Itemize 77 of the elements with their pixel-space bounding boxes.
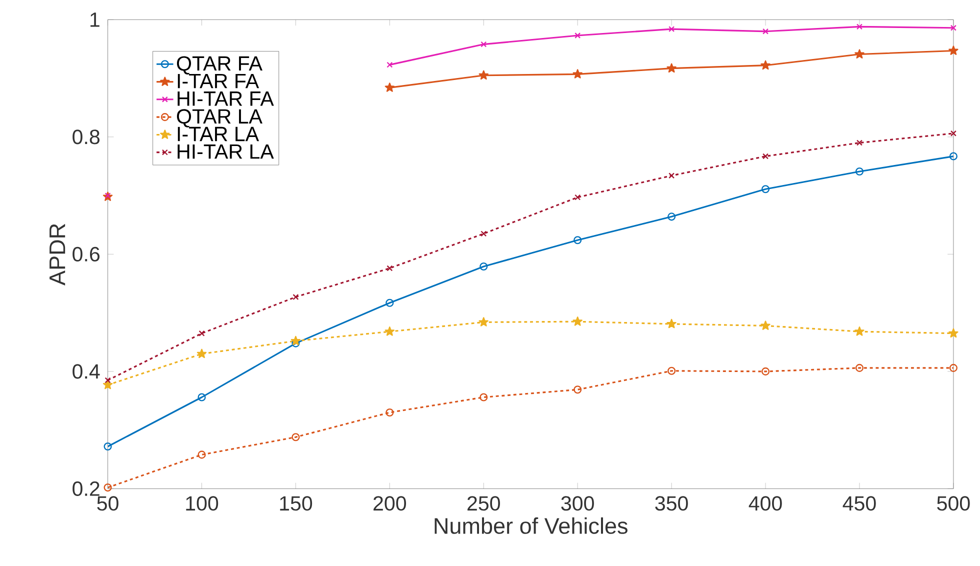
point — [104, 192, 111, 198]
x-tick-label: 350 — [655, 496, 688, 510]
point — [574, 32, 581, 38]
x-tick-label: 300 — [561, 496, 594, 510]
point — [666, 318, 676, 328]
x-tick-label: 250 — [468, 496, 500, 510]
point — [384, 326, 395, 336]
point — [102, 380, 113, 389]
point — [198, 450, 206, 459]
x-tick-label: 100 — [186, 496, 218, 510]
y-tick-label: 0.4 — [72, 364, 100, 379]
x-tick-label: 500 — [937, 496, 970, 510]
point — [480, 262, 488, 270]
point — [572, 316, 582, 326]
point — [290, 336, 301, 345]
point — [198, 330, 205, 336]
point — [761, 367, 770, 376]
point — [668, 26, 675, 32]
point — [854, 326, 864, 336]
point — [574, 194, 581, 200]
point — [478, 316, 488, 326]
point — [855, 167, 864, 176]
x-tick-label: 50 — [97, 496, 118, 510]
point — [760, 60, 770, 70]
point — [761, 184, 770, 193]
legend-label: I-TAR LA — [178, 126, 260, 141]
point — [762, 28, 769, 34]
point — [574, 236, 582, 244]
point — [668, 366, 676, 375]
point — [386, 408, 394, 416]
point — [292, 294, 299, 300]
x-tick-label: 450 — [842, 496, 876, 510]
point — [480, 393, 488, 402]
x-tick-label: 200 — [374, 496, 406, 510]
point — [950, 130, 956, 136]
point — [386, 298, 394, 307]
point — [480, 230, 487, 236]
y-tick-label: 0.8 — [72, 129, 100, 144]
x-tick-label: 400 — [748, 496, 782, 510]
legend-label: HI-TAR LA — [178, 144, 274, 158]
point — [104, 483, 112, 492]
point — [762, 153, 769, 160]
point — [104, 377, 111, 384]
point — [948, 45, 958, 55]
point — [948, 328, 958, 338]
legend-label: QTAR FA — [176, 56, 262, 74]
legend-label: I-TAR FA — [178, 74, 260, 88]
point — [292, 432, 300, 441]
y-tick-label: 0.2 — [72, 481, 100, 496]
point — [572, 68, 582, 78]
point — [196, 348, 207, 358]
point — [666, 63, 676, 72]
point — [386, 265, 393, 272]
point — [668, 212, 676, 221]
point — [478, 70, 488, 80]
y-tick-label: 0.6 — [72, 246, 100, 262]
legend-label: QTAR LA — [176, 108, 262, 128]
legend-label: HI-TAR FA — [178, 91, 274, 106]
y-axis-title: APDR — [50, 224, 66, 286]
point — [760, 320, 770, 330]
point — [384, 82, 395, 92]
point — [386, 62, 393, 68]
point — [198, 393, 206, 402]
x-axis-title: Number of Vehicles — [434, 517, 628, 534]
point — [856, 140, 863, 146]
point — [854, 49, 864, 58]
point — [949, 152, 958, 160]
x-tick-label: 150 — [280, 496, 312, 510]
point — [856, 23, 863, 30]
point — [950, 24, 956, 31]
point — [949, 364, 958, 372]
point — [480, 41, 487, 48]
point — [104, 442, 112, 450]
point — [855, 364, 864, 372]
y-tick-label: 1 — [90, 12, 100, 27]
point — [574, 385, 582, 394]
point — [668, 172, 675, 178]
